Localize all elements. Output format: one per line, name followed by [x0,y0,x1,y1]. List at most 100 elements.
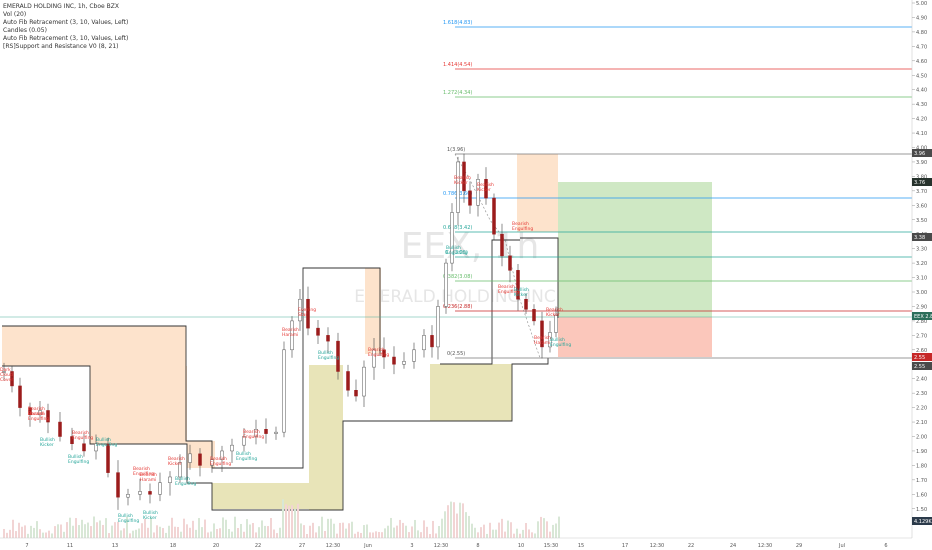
price-tick-label: 3.50 [916,218,927,224]
volume-bar [351,521,353,538]
volume-bar [333,523,335,538]
legend-symbol[interactable]: EMERALD HOLDING INC, 1h, Cboe BZX [3,3,119,10]
volume-bar [60,524,62,538]
volume-bar [441,518,443,538]
volume-bar [318,526,320,538]
candle-body [178,462,182,478]
sr-line-2 [440,239,520,365]
volume-bar [234,516,236,538]
price-badge-text-1: 3.76 [914,180,925,186]
volume-bar [171,517,173,538]
price-tick-label: 3.80 [916,174,927,180]
legend-indicator-support-resistance[interactable]: [RS]Support and Resistance V0 (8, 21) [3,43,119,50]
pattern-label-11: Bearish [168,456,185,462]
price-tick-label: 4.50 [916,73,927,79]
volume-bar [177,526,179,538]
volume-bar [507,520,509,538]
legend-indicator-volume[interactable]: Vol (20) [3,11,27,18]
volume-bar [120,530,122,538]
volume-bar [201,527,203,538]
volume-bar [546,521,548,538]
volume-bar [306,533,308,538]
volume-bar [291,505,293,538]
volume-bar [495,529,497,538]
pattern-label-21: Bearish [477,182,494,188]
volume-bar [339,522,341,538]
volume-bar [408,532,410,538]
volume-bar [249,524,251,538]
price-tick-label: 4.00 [916,146,927,152]
volume-bar [30,525,32,538]
volume-bar [72,525,74,538]
volume-bar [519,533,521,538]
volume-bar [429,533,431,538]
volume-bar [87,522,89,538]
candle-body [220,450,224,460]
volume-bar [39,529,41,538]
volume-bar [312,522,314,538]
candle-body [392,356,396,365]
volume-bar [147,527,149,538]
time-label-15: 17 [622,543,628,549]
volume-bar [153,532,155,538]
candle-body [10,371,14,387]
fib-label-2: 1.272(4.34) [443,90,472,96]
pattern-label-28: Bullish [550,337,565,343]
time-label-5: 22 [255,543,261,549]
volume-bar [342,522,344,538]
pattern-label-4: Engulfing [72,435,93,441]
volume-bar [363,525,365,538]
price-tick-label: 4.90 [916,15,927,21]
price-tick-label: 2.10 [916,420,927,426]
volume-bar [450,501,452,538]
legend-indicator-candles[interactable]: Candles (0.05) [3,27,47,34]
volume-bar [462,503,464,538]
volume-bar [552,524,554,538]
volume-bar [255,532,257,538]
volume-bar [447,505,449,538]
volume-bar [543,518,545,538]
candle-body [382,349,386,358]
pattern-label-11: Kicker [168,461,182,467]
volume-bar [264,525,266,538]
volume-bar [528,529,530,538]
volume-bar [390,517,392,538]
zone-box-9 [558,317,712,357]
volume-bar [111,525,113,538]
candle-body [354,390,358,397]
candle-body [18,385,22,408]
price-tick-label: 3.00 [916,290,927,296]
legend-indicator-autofib-2[interactable]: Auto Fib Retracement (3, 10, Values, Lef… [3,35,129,42]
candle-body [264,429,268,434]
volume-bar [531,532,533,538]
volume-bar [51,533,53,538]
pattern-label-6: Bullish [96,437,111,443]
time-label-18: 24 [730,543,736,549]
pattern-label-18: Engulfing [318,355,339,361]
fib-label-8: 0.236(2.88) [443,304,472,310]
legend-indicator-autofib-1[interactable]: Auto Fib Retracement (3, 10, Values, Lef… [3,19,129,26]
volume-bar [435,533,437,538]
volume-bar [21,526,23,538]
volume-bar [66,522,68,538]
price-tick-label: 4.20 [916,117,927,123]
price-tick-label: 2.60 [916,348,927,354]
price-tick-label: 2.70 [916,333,927,339]
time-label-21: Jul [838,543,845,549]
volume-bar [144,519,146,538]
volume-bar [366,524,368,538]
price-tick-label: 1.60 [916,492,927,498]
volume-bar [261,520,263,538]
volume-bar [294,509,296,538]
time-label-8: Jun [363,543,372,549]
candle-body [462,161,466,192]
pattern-label-5: Bullish [68,454,83,460]
price-badge-text-0: 3.96 [914,151,925,157]
price-tick-label: 4.60 [916,59,927,65]
volume-bar [483,524,485,538]
price-badge-text-3: EEX 2.84 [914,314,932,320]
candle-body [430,335,434,348]
candle-body [554,314,558,333]
volume-bar [336,533,338,538]
